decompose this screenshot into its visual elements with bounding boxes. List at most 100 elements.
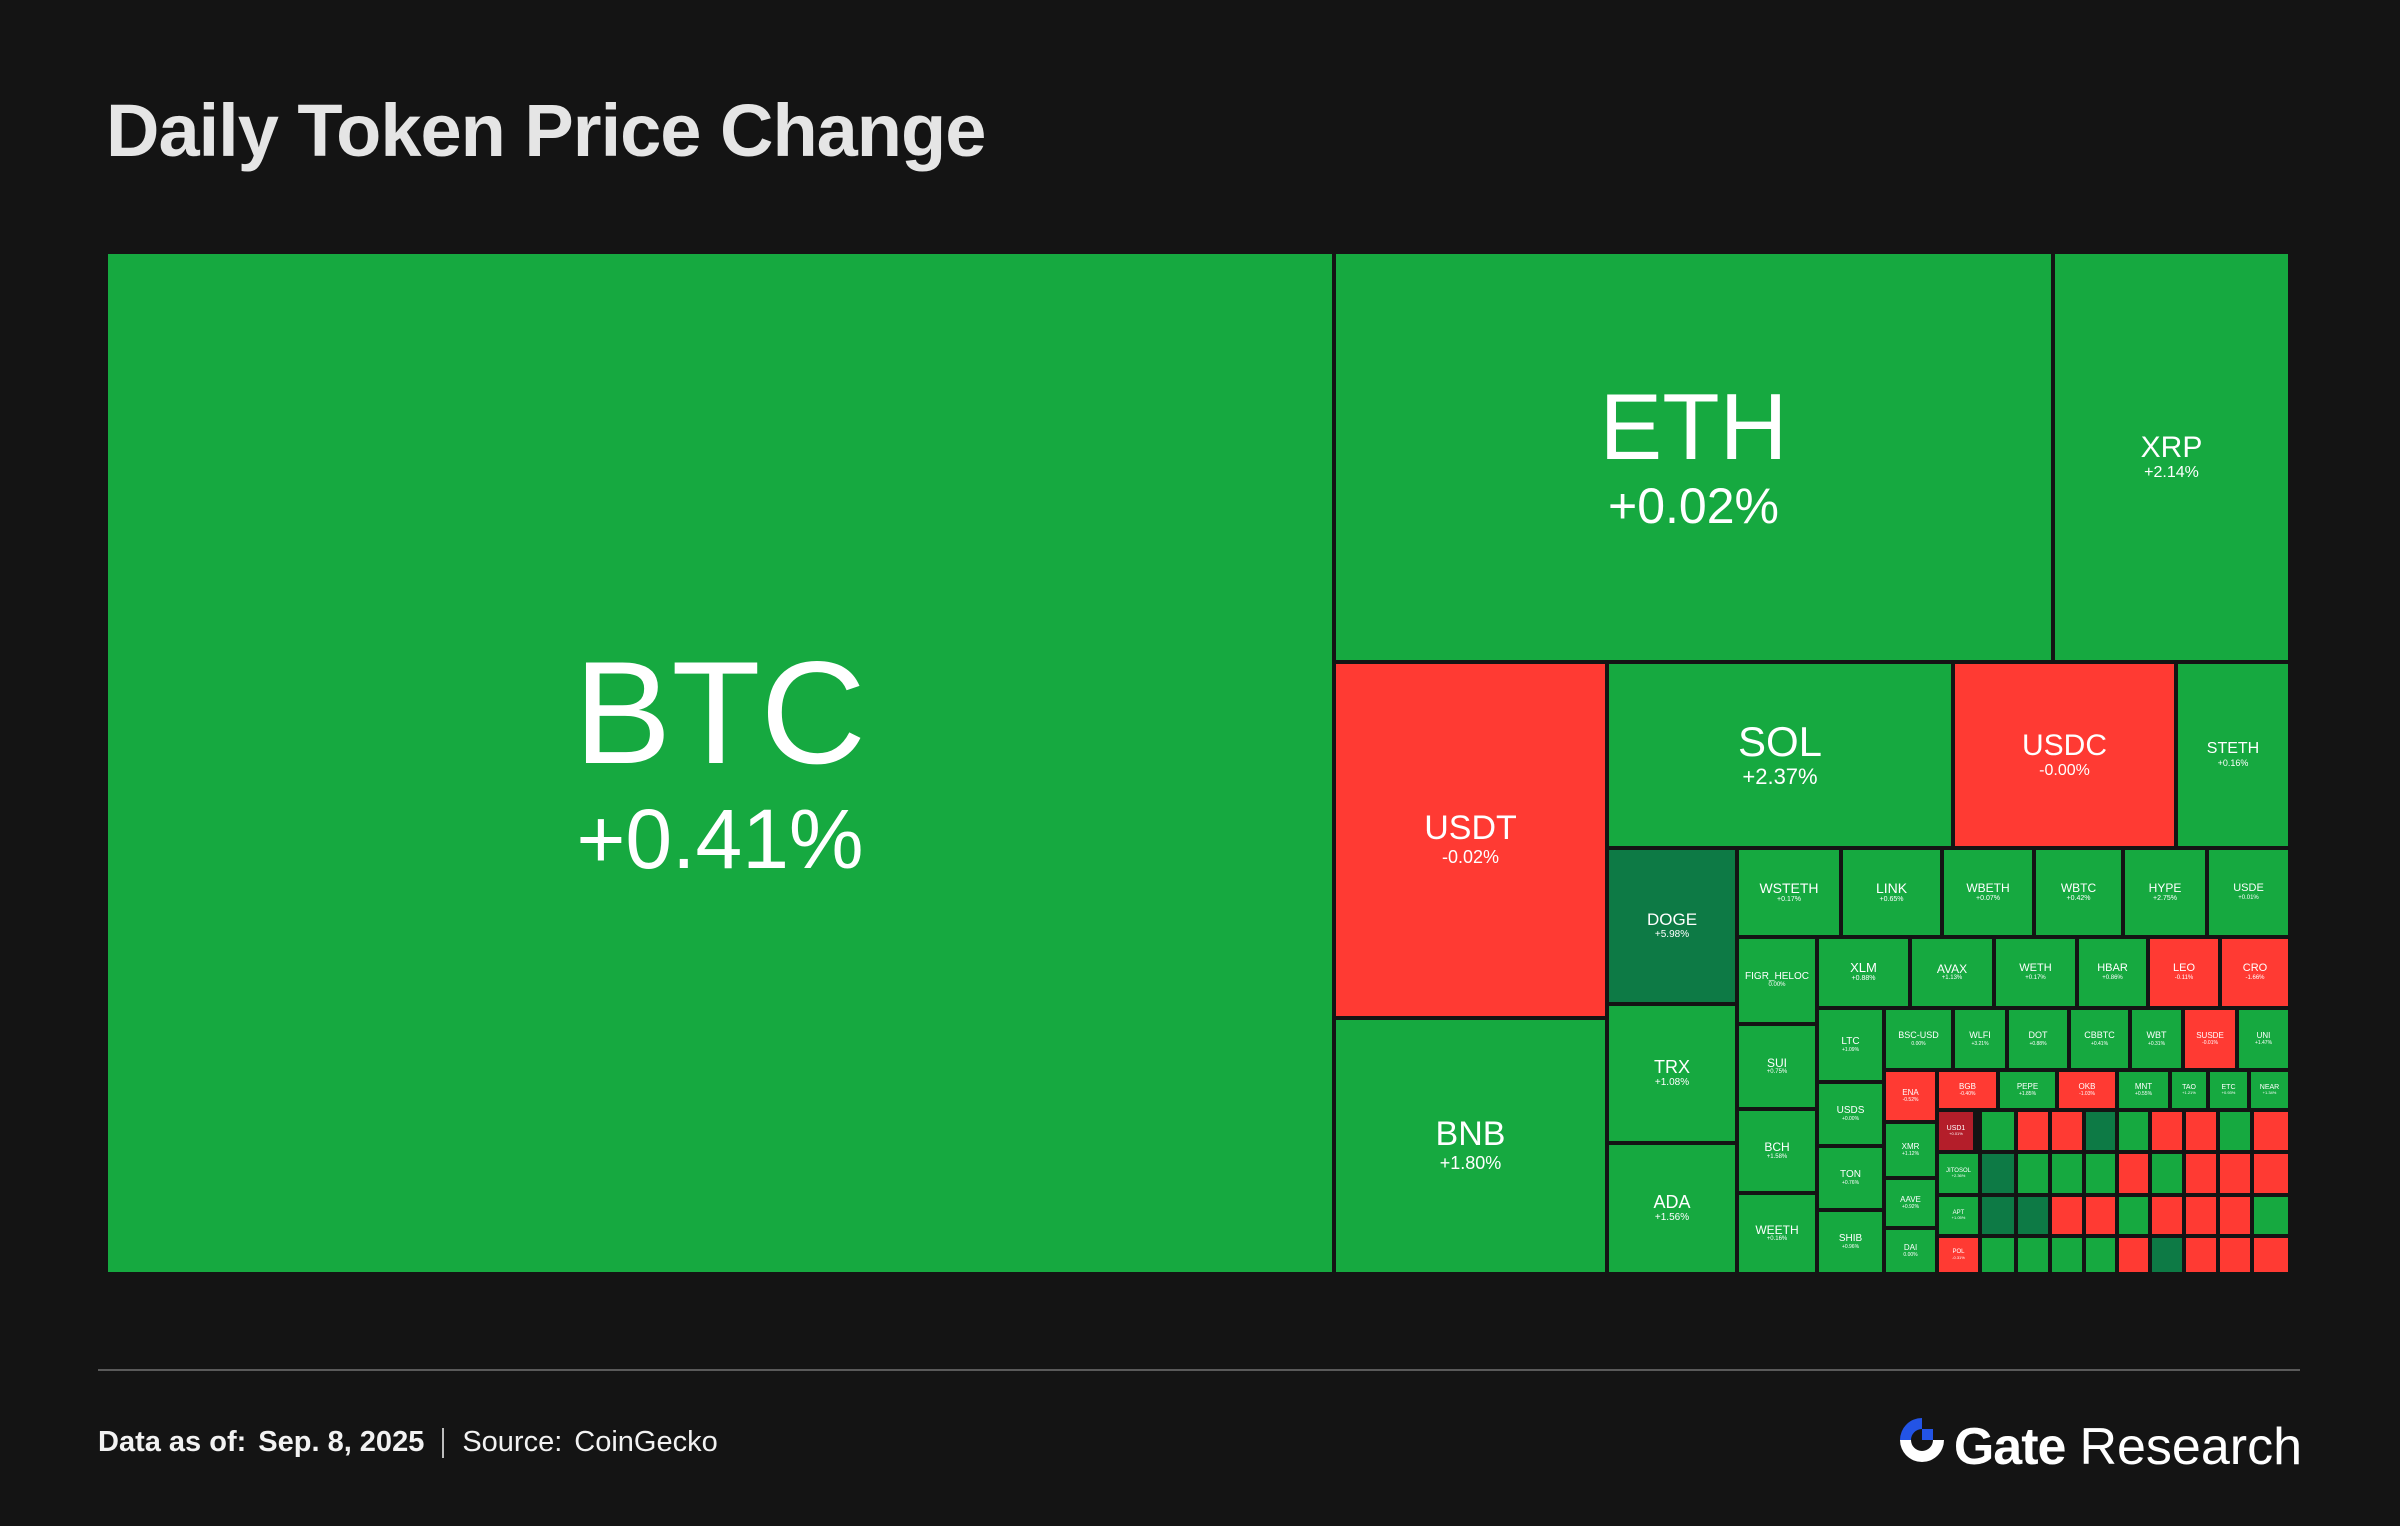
- tile-change: -0.02%: [1441, 847, 1500, 868]
- tile-symbol: AAVE: [1900, 1194, 1921, 1204]
- treemap-tile-small: [2150, 1236, 2184, 1274]
- tile-change: +0.86%: [2102, 974, 2123, 981]
- tile-symbol: SUI: [1766, 1055, 1787, 1070]
- tile-symbol: STETH: [2206, 740, 2260, 758]
- treemap-tile-small: [2184, 1152, 2218, 1195]
- treemap-tile-xrp: XRP +2.14%: [2053, 252, 2290, 662]
- treemap-tile-sol: SOL +2.37%: [1607, 662, 1953, 848]
- tile-symbol: NEAR: [2259, 1083, 2280, 1091]
- treemap-tile-pepe: PEPE +1.85%: [1998, 1070, 2057, 1110]
- treemap-tile-xmr: XMR +1.12%: [1884, 1122, 1937, 1178]
- tile-change: +1.12%: [1901, 1151, 1920, 1158]
- treemap-tile-weth: WETH +0.17%: [1994, 937, 2077, 1008]
- tile-change: 0.00%: [1768, 982, 1786, 989]
- tile-change: +1.80%: [1439, 1153, 1502, 1174]
- tile-change: +0.41%: [2090, 1040, 2109, 1047]
- treemap-tile-okb: OKB -1.03%: [2057, 1070, 2117, 1110]
- tile-symbol: LINK: [1875, 879, 1908, 896]
- brand-name: Gate: [1953, 1417, 2067, 1476]
- tile-symbol: BGB: [1959, 1081, 1976, 1091]
- treemap-tile-bsc-usd: BSC-USD 0.00%: [1884, 1008, 1953, 1070]
- tile-symbol: BTC: [574, 630, 866, 794]
- source-value: CoinGecko: [574, 1426, 718, 1458]
- source-label: Source:: [462, 1426, 563, 1458]
- treemap-tile-small: [2150, 1152, 2184, 1195]
- tile-change: +1.34%: [2262, 1090, 2277, 1096]
- tile-change: +1.05%: [1951, 1215, 1966, 1221]
- tile-change: +0.00%: [1841, 1116, 1860, 1123]
- treemap-tile-small: [2084, 1110, 2117, 1152]
- treemap-tile-cbbtc: CBBTC +0.41%: [2069, 1008, 2130, 1070]
- tile-symbol: USDS: [1836, 1104, 1865, 1116]
- treemap-tile-small: [2252, 1110, 2290, 1152]
- treemap-tile-wlfi: WLFI +3.21%: [1953, 1008, 2007, 1070]
- brand-sub: Research: [2079, 1417, 2302, 1476]
- tile-change: +2.14%: [2144, 464, 2199, 482]
- tile-symbol: WEETH: [1755, 1222, 1799, 1237]
- treemap: BTC +0.41% ETH +0.02% XRP +2.14% USDT -0.02% BNB…: [106, 252, 2290, 1274]
- tile-change: -1.03%: [2079, 1091, 2095, 1098]
- tile-symbol: TON: [1840, 1168, 1861, 1180]
- tile-change: +0.16%: [1766, 1236, 1788, 1243]
- treemap-tile-small: [1980, 1110, 2016, 1152]
- tile-change: +5.98%: [1654, 928, 1690, 940]
- treemap-tile-apt: APT +1.05%: [1937, 1195, 1980, 1236]
- treemap-tile-leo: LEO -0.11%: [2148, 937, 2220, 1008]
- tile-change: +1.21%: [2182, 1090, 2196, 1096]
- treemap-tile-tao: TAO +1.21%: [2170, 1070, 2208, 1110]
- tile-symbol: USDT: [1424, 809, 1517, 848]
- treemap-tile-small: [2218, 1236, 2252, 1274]
- treemap-tile-usdc: USDC -0.00%: [1953, 662, 2176, 848]
- treemap-tile-small: [1980, 1236, 2016, 1274]
- tile-symbol: POL: [1952, 1249, 1965, 1256]
- tile-change: +1.85%: [2018, 1091, 2037, 1098]
- footer-separator: [442, 1427, 445, 1458]
- treemap-tile-small: [2050, 1152, 2084, 1195]
- treemap-tile-ena: ENA -0.52%: [1884, 1070, 1937, 1122]
- tile-change: +0.07%: [1976, 894, 2000, 902]
- tile-symbol: AVAX: [1936, 961, 1968, 976]
- treemap-tile-aave: AAVE +0.92%: [1884, 1178, 1937, 1228]
- date-value: Sep. 8, 2025: [258, 1426, 425, 1458]
- treemap-tile-small: [2084, 1152, 2117, 1195]
- treemap-tile-sui: SUI +0.75%: [1737, 1024, 1817, 1109]
- tile-symbol: WSTETH: [1759, 879, 1819, 896]
- tile-change: +0.31%: [2147, 1040, 2166, 1047]
- tile-symbol: ENA: [1902, 1087, 1919, 1097]
- treemap-tile-small: [2184, 1110, 2218, 1152]
- treemap-tile-small: [2050, 1195, 2084, 1236]
- treemap-tile-bch: BCH +1.58%: [1737, 1109, 1817, 1193]
- treemap-tile-ton: TON +0.76%: [1817, 1146, 1884, 1210]
- treemap-tile-figr_heloc: FIGR_HELOC 0.00%: [1737, 937, 1817, 1024]
- tile-symbol: PEPE: [2016, 1081, 2039, 1091]
- tile-symbol: USDE: [2233, 882, 2264, 895]
- tile-symbol: FIGR_HELOC: [1745, 970, 1809, 982]
- tile-symbol: XLM: [1850, 960, 1877, 976]
- tile-change: -0.40%: [1959, 1091, 1976, 1098]
- treemap-tile-etc: ETC +0.93%: [2208, 1070, 2249, 1110]
- treemap-tile-mnt: MNT +0.55%: [2117, 1070, 2170, 1110]
- treemap-tile-doge: DOGE +5.98%: [1607, 848, 1737, 1004]
- tile-symbol: BCH: [1764, 1140, 1790, 1155]
- tile-change: +1.08%: [1654, 1076, 1690, 1088]
- treemap-tile-wsteth: WSTETH +0.17%: [1737, 848, 1841, 937]
- treemap-tile-small: [2084, 1195, 2117, 1236]
- tile-symbol: SOL: [1737, 717, 1823, 765]
- treemap-tile-small: [2117, 1236, 2150, 1274]
- tile-symbol: USDC: [2021, 728, 2107, 762]
- tile-change: 0.00%: [1911, 1040, 1926, 1047]
- tile-change: -0.31%: [1952, 1254, 1965, 1260]
- tile-change: -0.52%: [1902, 1097, 1919, 1104]
- tile-symbol: OKB: [2078, 1081, 2096, 1091]
- tile-change: +2.75%: [2153, 894, 2177, 902]
- tile-change: +0.92%: [1901, 1204, 1920, 1211]
- date-label: Data as of:: [98, 1426, 247, 1458]
- tile-change: -0.00%: [2039, 762, 2090, 780]
- treemap-tile-small: [1980, 1195, 2016, 1236]
- chart-title: Daily Token Price Change: [106, 89, 986, 172]
- tile-change: +0.42%: [2066, 894, 2091, 902]
- tile-symbol: LTC: [1841, 1035, 1860, 1047]
- tile-symbol: JITOSOL: [1946, 1167, 1971, 1174]
- tile-change: -1.66%: [2245, 974, 2265, 981]
- treemap-tile-small: [2184, 1195, 2218, 1236]
